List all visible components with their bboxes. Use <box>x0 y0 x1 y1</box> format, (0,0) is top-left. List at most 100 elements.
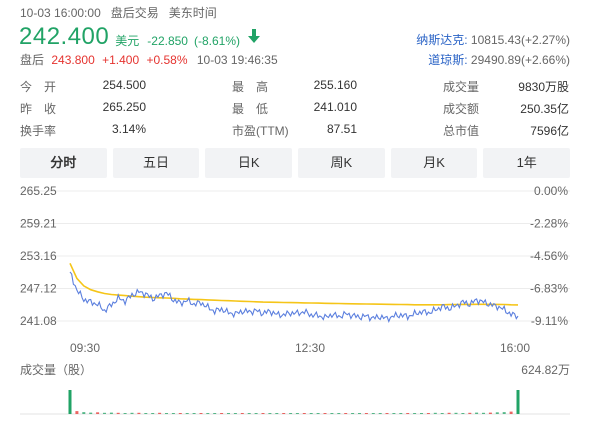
volume-bar <box>103 412 106 414</box>
mcap-value: 7596亿 <box>530 124 569 138</box>
y-pct-tick-label: 0.00% <box>534 184 568 198</box>
volume-bar <box>220 413 224 414</box>
volume-bar <box>420 413 423 414</box>
volume-bar <box>144 413 148 414</box>
y-tick-label: 259.21 <box>20 217 57 231</box>
volume-bar <box>213 413 217 414</box>
x-axis-labels: 09:30 12:30 16:00 <box>70 341 530 355</box>
tab-five-day[interactable]: 五日 <box>112 148 200 178</box>
after-hours-label: 盘后 <box>20 53 45 67</box>
y-tick-label: 241.08 <box>20 314 57 328</box>
volume-bar <box>516 390 520 414</box>
volume-bar <box>495 412 499 414</box>
nasdaq-index[interactable]: 纳斯达克: 10815.43(+2.27%) <box>416 33 570 47</box>
open-value: 254.500 <box>102 78 146 92</box>
volume-bar <box>309 413 313 414</box>
period-tabs: 分时 五日 日K 周K 月K 1年 <box>20 148 571 178</box>
volume-bar <box>137 412 141 414</box>
after-hours-time: 10-03 19:46:35 <box>196 53 278 67</box>
volume-bar <box>171 413 175 414</box>
volume-bar <box>413 413 417 414</box>
volume-bar <box>502 412 506 414</box>
tab-weekly-k[interactable]: 周K <box>298 148 385 178</box>
volume-bar <box>192 413 196 414</box>
tab-daily-k[interactable]: 日K <box>205 148 293 178</box>
volume-bar <box>323 413 327 414</box>
tab-intraday[interactable]: 分时 <box>20 148 107 178</box>
after-hours-change: +1.400 <box>102 53 140 67</box>
volume-chart <box>20 390 570 415</box>
volume-bar <box>275 413 279 414</box>
after-hours-row: 盘后 243.800 +1.400 +0.58% 10-03 19:46:35 <box>20 53 278 67</box>
intraday-chart[interactable]: 265.25 259.21 253.16 247.12 241.08 0.00% -2.2… <box>0 182 600 357</box>
volume-bar <box>261 413 265 414</box>
volume-bar <box>344 413 348 414</box>
volume-bar <box>440 413 444 414</box>
volume-bar <box>206 413 210 414</box>
high-value: 255.160 <box>313 78 357 92</box>
volume-bar <box>351 413 355 414</box>
volume-bar <box>392 413 396 414</box>
timezone-label: 美东时间 <box>168 6 217 20</box>
dowjones-index[interactable]: 道琼斯: 29490.89(+2.66%) <box>428 53 570 67</box>
y-pct-tick-label: -2.28% <box>530 217 568 231</box>
volume-bar <box>233 413 237 414</box>
prev-close-label: 昨 收 <box>20 102 57 116</box>
volume-bar <box>426 413 430 414</box>
y-axis-pct-labels: 0.00% -2.28% -4.56% -6.83% -9.11% <box>530 184 568 328</box>
volume-bar <box>96 412 100 414</box>
open-label: 今 开 <box>20 80 57 94</box>
volume-bar <box>165 413 168 414</box>
tab-one-year[interactable]: 1年 <box>483 148 571 178</box>
x-tick-label: 09:30 <box>70 341 100 355</box>
volume-bar <box>240 413 244 414</box>
x-tick-label: 16:00 <box>500 341 530 355</box>
volume-bar <box>482 412 485 414</box>
y-axis-labels: 265.25 259.21 253.16 247.12 241.08 <box>20 184 57 328</box>
volume-bar <box>337 413 341 414</box>
volume-bar <box>447 412 451 414</box>
x-tick-label: 12:30 <box>295 341 325 355</box>
volume-bar <box>130 412 134 414</box>
volume-bar <box>468 412 472 414</box>
volume-bar <box>488 412 492 414</box>
y-pct-tick-label: -4.56% <box>530 249 568 263</box>
amount-label: 成交额 <box>443 102 480 116</box>
last-price: 242.400 <box>19 23 110 50</box>
y-tick-label: 247.12 <box>20 282 57 296</box>
volume-value: 9830万股 <box>518 80 569 94</box>
volume-bar <box>509 411 513 414</box>
prev-close-value: 265.250 <box>102 100 146 114</box>
high-label: 最 高 <box>232 80 269 94</box>
volume-bars <box>68 390 520 414</box>
amount-value: 250.35亿 <box>520 102 569 116</box>
volume-title: 成交量（股） <box>20 363 93 377</box>
volume-bar <box>371 413 375 414</box>
volume-bar <box>247 413 251 414</box>
volume-bar <box>268 413 272 414</box>
volume-bar <box>75 411 79 414</box>
volume-bar <box>123 413 127 414</box>
volume-bar <box>282 413 286 414</box>
volume-bar <box>385 413 389 414</box>
arrow-down-icon <box>248 29 260 48</box>
after-hours-pct: +0.58% <box>146 53 188 67</box>
price-change: -22.850 <box>147 34 188 48</box>
volume-bar <box>158 412 162 414</box>
quote-timestamp: 10-03 16:00:00 盘后交易 美东时间 <box>20 6 217 20</box>
session-label: 盘后交易 <box>110 6 159 20</box>
tab-monthly-k[interactable]: 月K <box>390 148 478 178</box>
turnover-label: 换手率 <box>20 124 57 138</box>
volume-bar <box>399 413 403 414</box>
volume-bar <box>461 413 465 414</box>
volume-bar <box>358 413 361 414</box>
volume-bar <box>364 413 368 414</box>
volume-bar <box>185 413 189 414</box>
turnover-value: 3.14% <box>111 122 146 136</box>
currency-label: 美元 <box>115 34 140 48</box>
volume-bar <box>406 413 410 414</box>
volume-bar <box>68 390 72 414</box>
pe-label: 市盈(TTM) <box>232 124 289 138</box>
volume-bar <box>116 412 120 414</box>
volume-bar <box>109 412 113 414</box>
